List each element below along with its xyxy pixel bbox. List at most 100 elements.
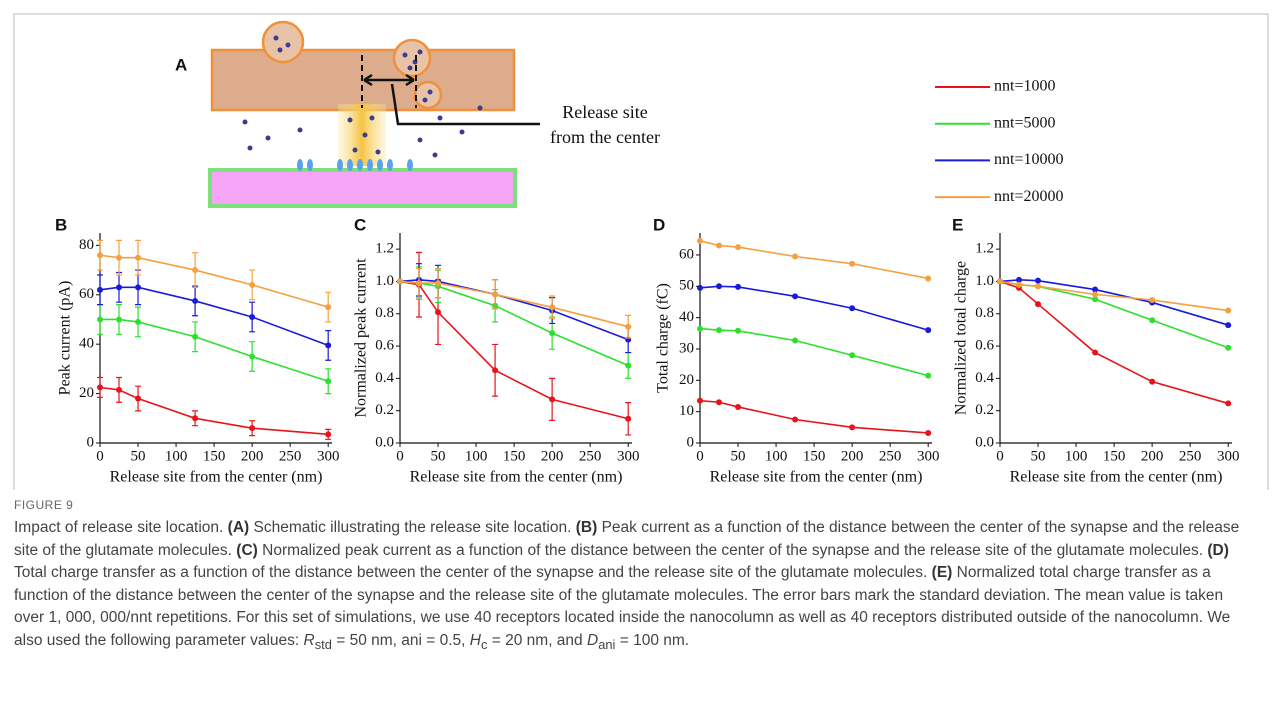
y-tick-label: 0.0 (375, 434, 394, 450)
data-point (416, 280, 423, 287)
caption-symbol: R (303, 631, 315, 649)
x-tick-label: 50 (431, 448, 446, 464)
caption-ref: (C) (236, 541, 258, 559)
series-line (399, 280, 629, 367)
data-point (135, 395, 142, 402)
data-point (925, 327, 932, 334)
caption-subscript: c (481, 636, 488, 652)
data-point (697, 397, 703, 404)
data-point (249, 425, 256, 432)
y-tick-label: 0.6 (975, 338, 994, 354)
series-line (999, 279, 1229, 326)
data-point (792, 293, 799, 300)
panel-letter: C (354, 215, 366, 234)
x-tick-label: 150 (503, 448, 526, 464)
y-tick-label: 0.2 (375, 402, 394, 418)
y-tick-label: 0.0 (975, 434, 994, 450)
x-tick-label: 250 (1179, 448, 1202, 464)
data-point (925, 372, 932, 379)
panel-letter: A (175, 55, 187, 74)
data-point (792, 416, 799, 423)
y-tick-label: 0 (687, 434, 695, 450)
y-tick-label: 1.2 (975, 241, 994, 257)
legend-label: nnt=20000 (994, 188, 1063, 205)
caption-ref: (B) (575, 519, 598, 536)
data-point (1092, 286, 1099, 293)
data-point (135, 254, 142, 261)
data-point (492, 291, 499, 298)
x-tick-label: 100 (165, 448, 188, 464)
caption: Impact of release site location. (A) Sch… (14, 517, 1254, 656)
x-tick-label: 50 (131, 448, 146, 464)
data-point (716, 399, 723, 406)
data-point (192, 333, 199, 340)
data-point (1035, 277, 1042, 284)
data-point (716, 327, 723, 334)
data-point (192, 415, 199, 422)
data-point (1225, 400, 1232, 407)
x-tick-label: 150 (203, 448, 226, 464)
data-point (1092, 349, 1099, 356)
y-tick-label: 1.0 (375, 273, 394, 289)
y-axis-label: Normalized total charge (953, 261, 970, 415)
x-tick-label: 150 (1103, 448, 1126, 464)
figure-frame (13, 13, 1269, 490)
series-line (399, 280, 629, 328)
series-line (399, 280, 629, 420)
data-point (735, 244, 742, 251)
caption-symbol: H (469, 631, 481, 649)
x-tick-label: 200 (1141, 448, 1164, 464)
vesicle (413, 80, 443, 110)
glutamate-dots (242, 35, 483, 158)
data-point (1225, 322, 1232, 329)
x-tick-label: 300 (1217, 448, 1240, 464)
data-point (716, 283, 723, 290)
x-tick-label: 300 (317, 448, 340, 464)
caption-text: Schematic illustrating the release site … (249, 519, 576, 536)
postsynapse (208, 168, 517, 208)
data-point (697, 284, 703, 291)
caption-text: = 20 nm, and (487, 631, 587, 649)
x-tick-label: 50 (731, 448, 746, 464)
series-line (399, 279, 629, 341)
x-tick-label: 200 (541, 448, 564, 464)
series-line (99, 286, 329, 347)
legend-label: nnt=1000 (994, 78, 1055, 95)
data-point (735, 327, 742, 334)
caption-text: Normalized total charge transfer as a fu… (14, 564, 1231, 649)
data-point (549, 330, 556, 337)
caption-subscript: std (314, 636, 332, 652)
series-line (100, 318, 329, 382)
caption-subscript: ani (598, 636, 616, 652)
y-tick-label: 60 (79, 286, 94, 302)
data-point (116, 254, 123, 261)
data-point (1149, 378, 1156, 385)
data-point (97, 252, 103, 259)
y-tick-label: 0.2 (975, 402, 994, 418)
caption-text: Normalized peak current as a function of… (257, 541, 1208, 559)
series-line (999, 280, 1229, 312)
y-axis-label: Total charge (fC) (655, 283, 672, 393)
y-tick-label: 0.6 (375, 338, 394, 354)
y-tick-label: 50 (679, 278, 694, 294)
y-tick-label: 1.2 (375, 241, 394, 257)
data-point (249, 314, 256, 320)
series-line (699, 240, 929, 280)
legend-label: nnt=10000 (994, 151, 1063, 168)
x-tick-label: 200 (841, 448, 864, 464)
x-tick-label: 250 (879, 448, 902, 464)
data-point (325, 378, 332, 385)
y-tick-label: 80 (79, 237, 94, 253)
data-point (697, 237, 703, 244)
distance-arrow (363, 73, 415, 87)
x-tick-label: 100 (765, 448, 788, 464)
y-tick-label: 20 (79, 385, 94, 401)
vesicle (392, 38, 432, 78)
x-axis-label: Release site from the center (nm) (410, 469, 623, 486)
y-tick-label: 0 (87, 434, 95, 450)
data-point (549, 304, 556, 311)
caption-text: Impact of release site location. (14, 519, 228, 536)
y-tick-label: 40 (79, 336, 94, 352)
data-point (849, 305, 856, 312)
